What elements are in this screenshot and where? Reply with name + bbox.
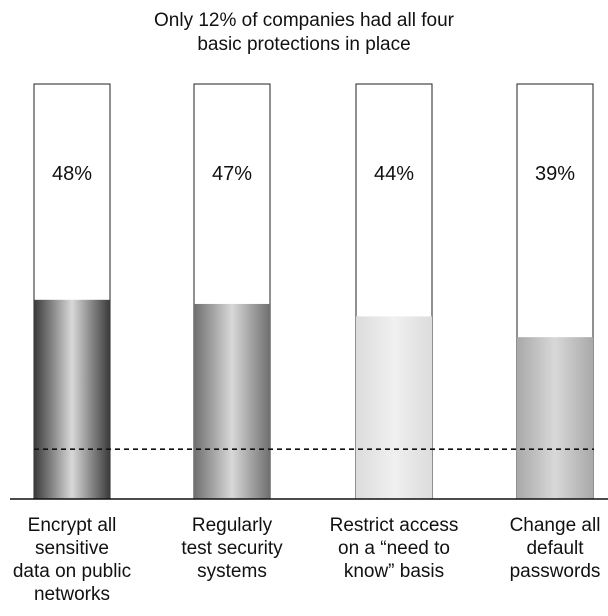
category-label-line: know” basis <box>344 561 444 582</box>
category-label-line: test security <box>181 538 283 559</box>
bar-value-label: 44% <box>374 163 414 185</box>
category-label-line: Encrypt all <box>28 515 117 536</box>
category-label-line: Regularly <box>192 515 273 536</box>
category-label-line: data on public <box>13 561 131 582</box>
bar <box>34 299 110 499</box>
category-label-line: passwords <box>510 561 601 582</box>
chart-title: Only 12% of companies had all four basic … <box>154 10 455 55</box>
category-label-line: default <box>526 538 584 559</box>
bars: 48% 47% 44% 39% <box>33 83 594 500</box>
bar <box>517 337 593 499</box>
bar <box>356 316 432 499</box>
bar-value-label: 47% <box>212 163 252 185</box>
category-label-line: sensitive <box>35 538 109 559</box>
category-label-line: networks <box>34 584 110 605</box>
bar-value-label: 39% <box>535 163 575 185</box>
chart-title-line: Only 12% of companies had all four <box>154 10 455 31</box>
category-label-line: Restrict access <box>330 515 459 536</box>
category-label-line: Change all <box>510 515 601 536</box>
bar-value-label: 48% <box>52 163 92 185</box>
chart-title-line: basic protections in place <box>197 34 410 55</box>
category-label-line: systems <box>197 561 267 582</box>
category-label-line: on a “need to <box>338 538 450 559</box>
bar <box>194 303 270 499</box>
